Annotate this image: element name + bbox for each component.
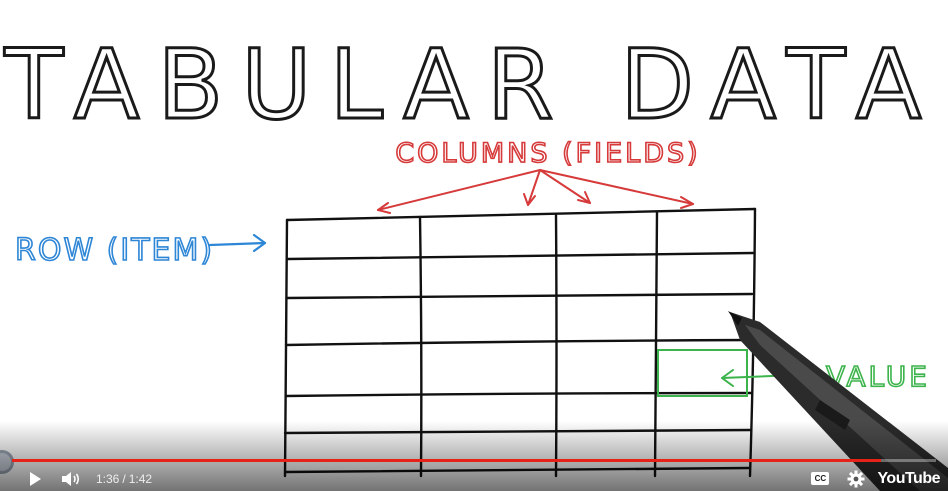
volume-button[interactable] (56, 466, 86, 491)
time-display: 1:36/1:42 (96, 472, 152, 486)
progress-bar[interactable] (12, 459, 936, 462)
youtube-logo[interactable]: YouTube (877, 469, 940, 487)
controls-gradient (0, 421, 948, 491)
row-arrow (208, 233, 267, 253)
time-separator: / (122, 471, 126, 486)
gear-icon (847, 470, 865, 487)
columns-arrows (377, 169, 694, 214)
control-bar: 1:36/1:42 CC (0, 466, 948, 491)
right-controls: CC YouTube (811, 466, 940, 491)
columns-label: COLUMNS (FIELDS) (395, 138, 700, 169)
value-highlight-box (657, 349, 748, 397)
progress-played (12, 459, 881, 462)
column-arrow-1 (377, 169, 541, 211)
time-total: 1:42 (128, 471, 153, 486)
captions-button[interactable]: CC (811, 472, 830, 485)
column-arrow-4 (539, 169, 694, 205)
column-arrow-2 (527, 169, 541, 206)
time-current: 1:36 (96, 471, 120, 486)
volume-icon (62, 471, 80, 486)
play-icon (30, 471, 41, 486)
slide-title: TABULAR DATA (4, 29, 940, 141)
row-label: ROW (ITEM) (15, 233, 214, 268)
settings-button[interactable] (845, 466, 867, 491)
column-arrow-3 (539, 169, 591, 204)
play-button[interactable] (20, 466, 50, 491)
